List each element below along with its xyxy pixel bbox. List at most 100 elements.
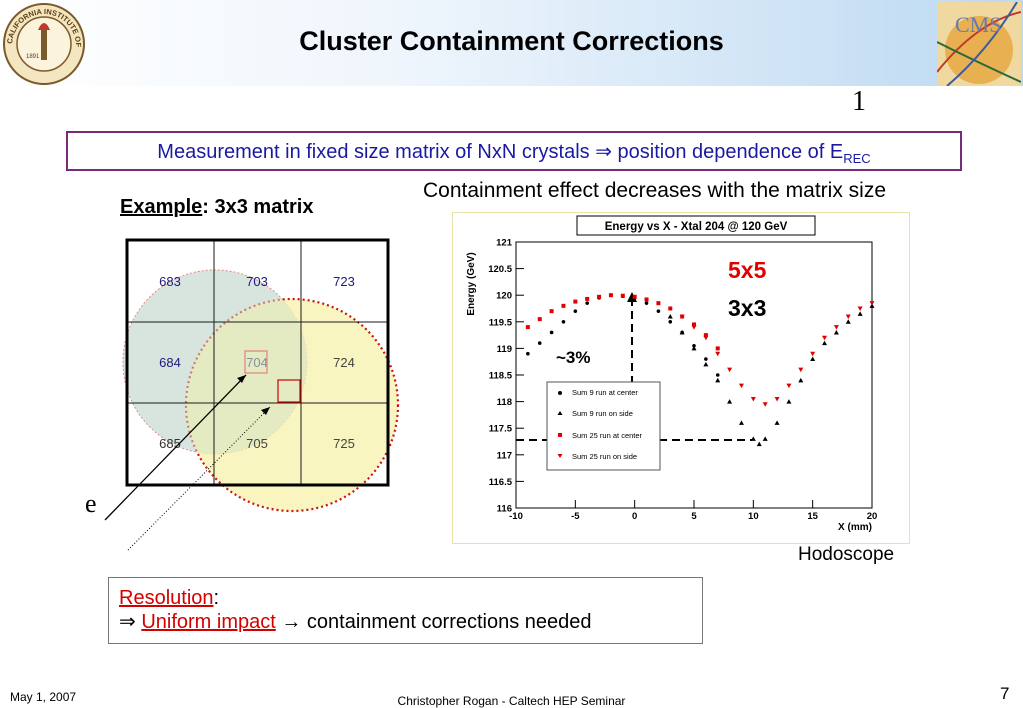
data-point-series-4	[833, 325, 839, 330]
data-point-series-1	[549, 330, 554, 335]
measurement-text: Measurement in fixed size matrix of NxN …	[157, 141, 844, 163]
data-point-series-4	[845, 314, 851, 319]
data-point-series-3	[525, 325, 530, 330]
data-point-series-3	[656, 301, 661, 306]
data-point-series-2	[691, 345, 697, 351]
header-bar	[0, 0, 1023, 86]
data-point-series-3	[561, 303, 566, 308]
matrix-cell-703: 703	[246, 274, 268, 289]
data-point-series-1	[668, 320, 673, 324]
data-point-series-4	[869, 301, 875, 306]
data-point-series-1	[585, 301, 589, 305]
data-point-series-2	[762, 436, 768, 441]
data-point-series-1	[537, 341, 542, 345]
measurement-statement-box: Measurement in fixed size matrix of NxN …	[66, 131, 962, 171]
implies-arrow: ⇒	[119, 611, 136, 633]
x-tick-label: 20	[867, 511, 878, 522]
slide-date: May 1, 2007	[10, 690, 77, 704]
x-tick-label: 10	[748, 511, 759, 522]
x-axis-label: X (mm)	[838, 522, 872, 533]
crystal-matrix-diagram: 683 703 723 684 704 724 685 705 725	[104, 238, 400, 551]
energy-vs-x-chart: Energy vs X - Xtal 204 @ 120 GeV Energy …	[466, 215, 878, 533]
data-point-series-4	[715, 351, 721, 357]
electron-track-center	[104, 374, 247, 521]
x-tick-label: 15	[807, 511, 818, 522]
data-point-series-1	[561, 320, 566, 324]
data-point-series-2	[798, 377, 804, 383]
data-point-series-1	[573, 309, 578, 313]
data-point-series-3	[632, 294, 637, 299]
data-point-series-2	[738, 420, 744, 425]
matrix-cell-725: 725	[333, 436, 355, 451]
data-point-series-2	[727, 399, 733, 404]
data-point-series-4	[822, 335, 828, 341]
matrix-cell-704: 704	[246, 355, 268, 370]
example-rest: : 3x3 matrix	[202, 196, 314, 218]
page-number: 7	[1000, 684, 1010, 703]
data-point-series-1	[715, 373, 720, 377]
side-impact-box	[277, 379, 301, 403]
caltech-seal-logo: CALIFORNIA INSTITUTE OF TECHNOLOGY 1891	[2, 2, 85, 85]
data-point-series-4	[750, 396, 756, 402]
example-heading: Example: 3x3 matrix	[120, 196, 313, 219]
example-label: Example	[120, 196, 203, 218]
data-point-series-2	[667, 313, 673, 319]
data-point-series-2	[715, 377, 721, 383]
data-point-series-2	[786, 399, 792, 404]
data-point-series-3	[608, 293, 613, 298]
data-point-series-4	[786, 383, 792, 389]
chart-legend: Sum 9 run at center Sum 9 run on side Su…	[546, 381, 661, 471]
data-point-series-1	[704, 357, 708, 361]
data-point-series-4	[762, 402, 768, 407]
data-point-series-4	[774, 396, 780, 402]
data-point-series-4	[679, 314, 685, 319]
data-point-series-3	[644, 297, 649, 302]
note-number: 1	[852, 86, 866, 117]
resolution-label: Resolution	[119, 587, 214, 609]
data-point-series-3	[597, 294, 602, 299]
y-tick-label: 116.5	[489, 477, 513, 488]
matrix-cell-685: 685	[159, 436, 181, 451]
data-point-series-4	[727, 367, 733, 373]
y-tick-label: 120.5	[488, 264, 512, 275]
slide-title: Cluster Containment Corrections	[299, 26, 724, 56]
chart-title: Energy vs X - Xtal 204 @ 120 GeV	[605, 221, 788, 233]
data-point-series-1	[526, 351, 530, 356]
data-point-series-2	[810, 356, 816, 362]
data-point-series-4	[798, 367, 804, 373]
cms-logo-text: CMS	[955, 12, 1001, 37]
label-5x5: 5x5	[728, 257, 767, 283]
y-tick-label: 121	[496, 238, 513, 249]
x-tick-label: 0	[632, 511, 637, 522]
data-point-series-3	[703, 333, 708, 338]
data-point-series-2	[703, 361, 709, 367]
data-point-series-3	[549, 309, 554, 314]
data-point-series-1	[692, 343, 696, 348]
data-point-series-4	[703, 335, 709, 341]
data-point-series-3	[715, 346, 720, 351]
matrix-cell-723: 723	[333, 274, 355, 289]
matrix-cell-724: 724	[333, 355, 355, 370]
legend-entry-3: Sum 25 run at center	[572, 431, 643, 440]
label-3-percent: ~3%	[556, 348, 591, 367]
data-point-series-4	[810, 351, 816, 357]
data-point-series-2	[845, 319, 851, 324]
y-tick-label: 117.5	[489, 424, 513, 435]
x-tick-label: -10	[509, 511, 523, 522]
data-point-series-2	[750, 436, 756, 441]
cms-logo: CMS	[937, 2, 1021, 86]
legend-entry-1: Sum 9 run at center	[572, 388, 638, 397]
legend-entry-4: Sum 25 run on side	[572, 452, 637, 461]
label-3x3: 3x3	[728, 295, 766, 321]
slide-footer: Christopher Rogan - Caltech HEP Seminar	[397, 694, 626, 708]
y-tick-label: 118.5	[489, 371, 513, 382]
data-point-series-4	[691, 325, 697, 330]
chart-title-box	[576, 215, 816, 236]
plot-frame	[452, 212, 910, 544]
data-point-series-1	[656, 309, 661, 313]
data-point-series-3	[537, 317, 542, 322]
uniform-impact-text: Uniform impact	[141, 611, 276, 633]
data-point-series-3	[692, 322, 696, 327]
data-point-series-2	[756, 441, 762, 447]
resolution-colon: :	[213, 587, 220, 609]
